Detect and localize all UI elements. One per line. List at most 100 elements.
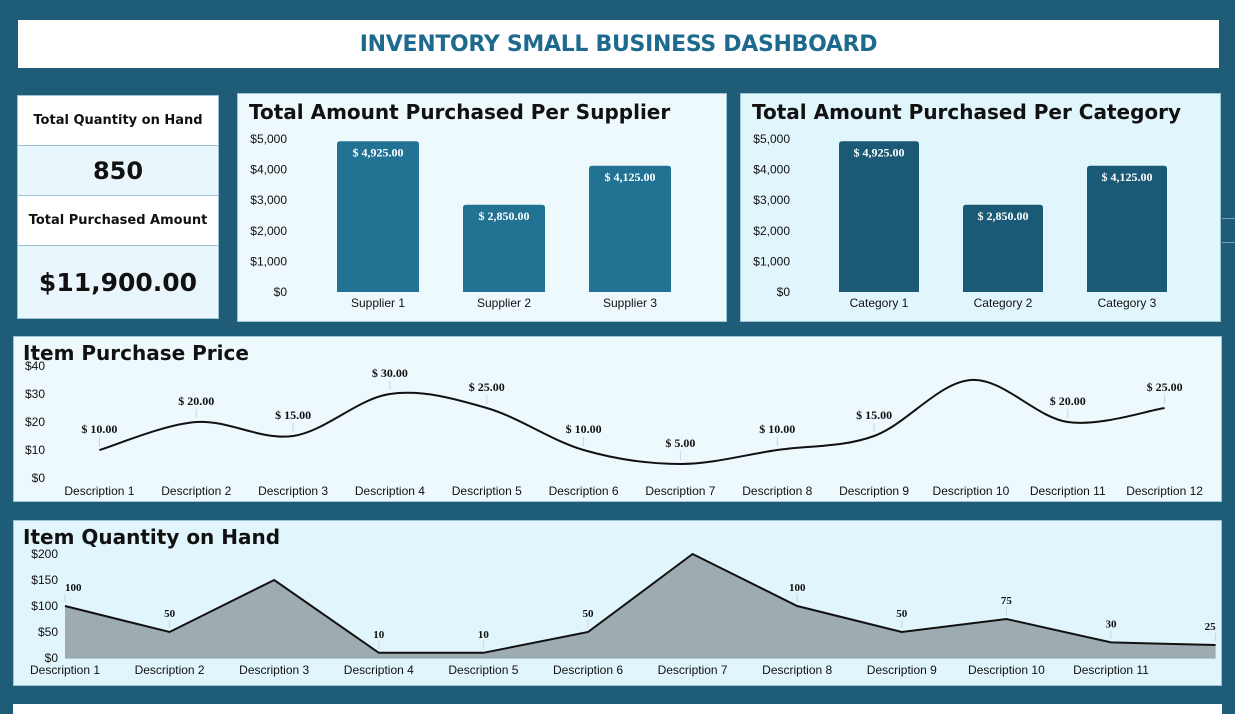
- total-amount-label: Total Purchased Amount: [18, 196, 218, 245]
- quantity-area-chart: $0 $50 $100 $150 $200 100 50 10 10 50 100 50 75 30 25 D…: [30, 547, 1217, 677]
- y-tick-label: $2,000: [753, 224, 790, 238]
- data-label: $ 20.00: [1050, 394, 1086, 408]
- data-label: 100: [65, 582, 82, 594]
- data-label: 10: [478, 629, 490, 641]
- bar: [589, 165, 671, 292]
- price-chart-title: Item Purchase Price: [23, 341, 249, 365]
- x-category-label: Description 1: [64, 484, 134, 498]
- price-series-line: [99, 378, 1165, 466]
- x-category-label: Description 12: [1126, 484, 1203, 498]
- data-label: $ 20.00: [178, 394, 214, 408]
- supplier-chart-title: Total Amount Purchased Per Supplier: [249, 100, 671, 124]
- kpi-divider: [18, 145, 218, 146]
- data-label: 30: [1106, 618, 1118, 630]
- x-category-label: Description 11: [1030, 484, 1106, 498]
- edge-line: [1222, 242, 1235, 243]
- x-category-label: Category 1: [850, 296, 909, 310]
- price-line-chart: $0 $10 $20 $30 $40 $ 10.00 Description 1 $ 20.0…: [25, 359, 1203, 498]
- dashboard-title: INVENTORY SMALL BUSINESS DASHBOARD: [359, 31, 878, 57]
- category-chart-title: Total Amount Purchased Per Category: [752, 100, 1182, 124]
- total-amount-value: $11,900.00: [38, 268, 198, 297]
- x-category-label: Description 5: [448, 663, 518, 677]
- y-tick-label: $20: [25, 415, 45, 429]
- x-category-label: Description 8: [762, 663, 832, 677]
- dashboard-header: INVENTORY SMALL BUSINESS DASHBOARD: [18, 20, 1219, 68]
- x-category-label: Description 2: [161, 484, 231, 498]
- y-tick-label: $2,000: [250, 224, 287, 238]
- data-label: $ 10.00: [759, 422, 795, 436]
- x-category-label: Description 9: [867, 663, 937, 677]
- x-category-label: Description 8: [742, 484, 812, 498]
- bar: [463, 204, 545, 292]
- bar: [839, 141, 919, 292]
- y-tick-label: $5,000: [753, 132, 790, 146]
- x-category-label: Description 1: [30, 663, 100, 677]
- y-tick-label: $10: [25, 443, 45, 457]
- data-label: $ 15.00: [856, 408, 892, 422]
- x-category-label: Description 3: [258, 484, 328, 498]
- next-panel-edge: [13, 704, 1222, 714]
- y-tick-label: $1,000: [250, 254, 287, 268]
- y-tick-label: $3,000: [753, 193, 790, 207]
- y-tick-label: $40: [25, 359, 45, 373]
- quantity-chart-panel: Item Quantity on Hand $0 $50 $100 $150 $200 1…: [13, 520, 1222, 686]
- data-label: $ 15.00: [275, 408, 311, 422]
- data-label: $ 30.00: [372, 366, 408, 380]
- y-tick-label: $30: [25, 387, 45, 401]
- kpi-divider: [18, 195, 218, 196]
- data-label: $ 25.00: [1147, 380, 1183, 394]
- data-label: 50: [583, 608, 595, 620]
- bar: [337, 141, 419, 292]
- y-tick-label: $150: [31, 573, 58, 587]
- price-chart-panel: Item Purchase Price $0 $10 $20 $30 $40 $ 10.0…: [13, 336, 1222, 502]
- data-label: 100: [789, 582, 806, 594]
- x-category-label: Category 2: [974, 296, 1033, 310]
- data-label: 50: [164, 608, 176, 620]
- bar-value-label: $ 2,850.00: [479, 209, 530, 223]
- y-tick-label: $1,000: [753, 254, 790, 268]
- data-label: 75: [1001, 595, 1013, 607]
- x-category-label: Supplier 3: [603, 296, 657, 310]
- bar-value-label: $ 4,925.00: [854, 145, 905, 159]
- data-label: 25: [1205, 621, 1217, 633]
- x-category-label: Supplier 2: [477, 296, 531, 310]
- y-tick-label: $5,000: [250, 132, 287, 146]
- x-category-label: Description 6: [553, 663, 623, 677]
- x-category-label: Description 9: [839, 484, 909, 498]
- bar-value-label: $ 4,125.00: [605, 170, 656, 184]
- y-tick-label: $3,000: [250, 193, 287, 207]
- bar: [963, 204, 1043, 292]
- x-category-label: Description 5: [452, 484, 522, 498]
- data-label: $ 10.00: [81, 422, 117, 436]
- kpi-panel: Total Quantity on Hand 850 Total Purchas…: [17, 95, 219, 319]
- bar-value-label: $ 4,125.00: [1102, 170, 1153, 184]
- x-category-label: Description 10: [968, 663, 1045, 677]
- data-label: 50: [896, 608, 908, 620]
- bar-value-label: $ 2,850.00: [978, 209, 1029, 223]
- x-category-label: Description 2: [135, 663, 205, 677]
- category-bar-chart: $0 $1,000 $2,000 $3,000 $4,000 $5,000 $ 4,925.…: [753, 132, 1167, 310]
- edge-line: [1222, 218, 1235, 219]
- y-tick-label: $0: [274, 285, 288, 299]
- x-category-label: Description 3: [239, 663, 309, 677]
- x-category-label: Description 6: [549, 484, 619, 498]
- data-label: $ 10.00: [566, 422, 602, 436]
- data-label: $ 25.00: [469, 380, 505, 394]
- quantity-chart-title: Item Quantity on Hand: [23, 525, 281, 549]
- data-label: $ 5.00: [665, 436, 695, 450]
- x-category-label: Category 3: [1098, 296, 1157, 310]
- total-quantity-value: 850: [92, 156, 144, 185]
- quantity-area-fill: [65, 554, 1216, 658]
- kpi-divider: [18, 245, 218, 246]
- x-category-label: Description 4: [355, 484, 425, 498]
- x-category-label: Description 7: [658, 663, 728, 677]
- y-tick-label: $0: [45, 651, 59, 665]
- data-label: 10: [373, 629, 385, 641]
- category-chart-panel: Total Amount Purchased Per Category $0 $1…: [740, 93, 1221, 322]
- x-category-label: Description 11: [1073, 663, 1149, 677]
- bar-value-label: $ 4,925.00: [353, 145, 404, 159]
- y-tick-label: $200: [31, 547, 58, 561]
- supplier-chart-panel: Total Amount Purchased Per Supplier $0 $1…: [237, 93, 727, 322]
- total-quantity-label: Total Quantity on Hand: [18, 96, 218, 145]
- x-category-label: Description 7: [645, 484, 715, 498]
